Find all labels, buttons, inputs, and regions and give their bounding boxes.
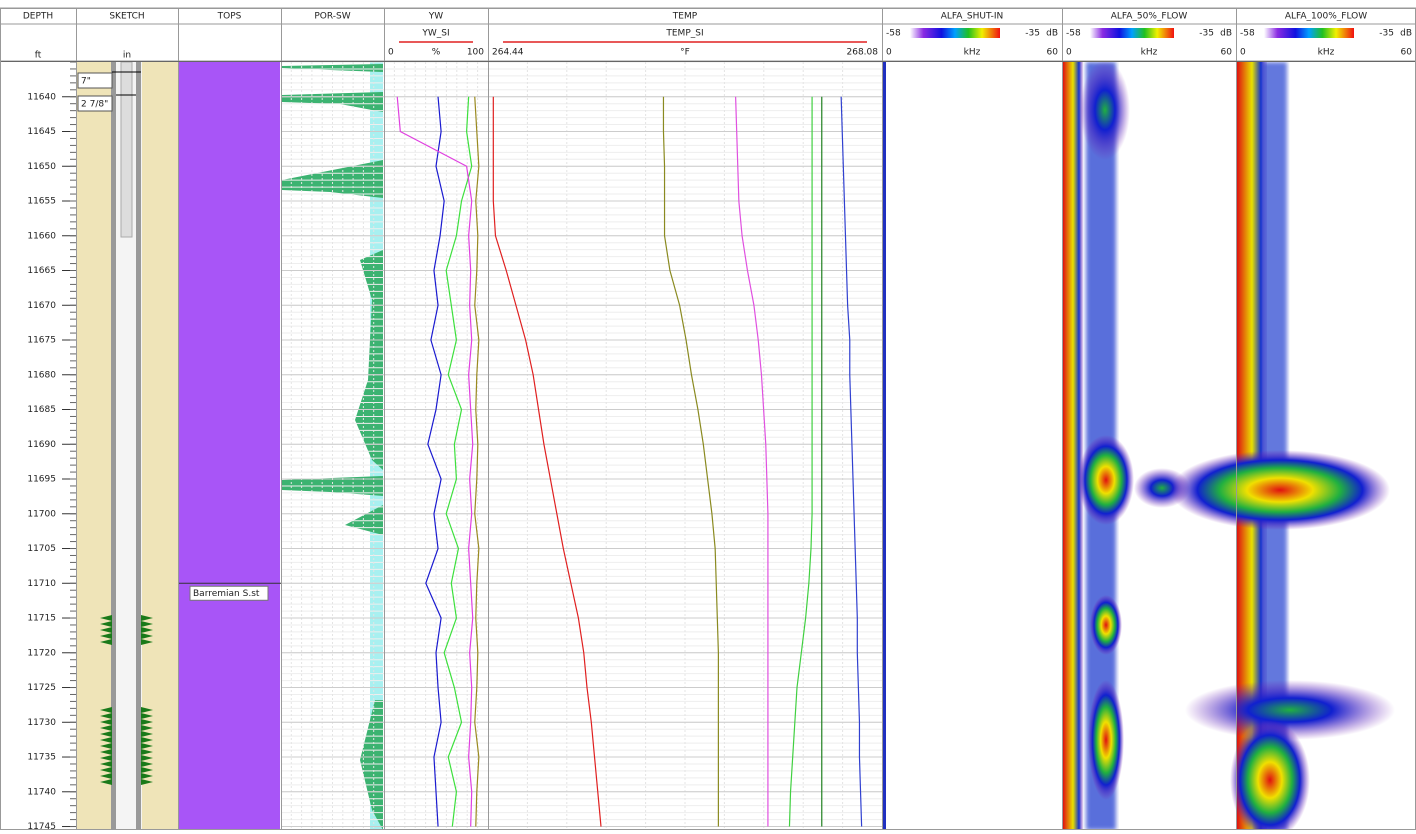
depth-label: 11715 [27,614,56,624]
curve [736,97,768,827]
scale-unit: kHz [1318,48,1335,58]
annotation: 2 7/8" [81,100,108,110]
depth-label: 11645 [27,127,56,137]
track-title: SKETCH [109,12,144,22]
scale-unit: kHz [964,48,981,58]
scale-unit: kHz [1141,48,1158,58]
track-title: ALFA_100%_FLOW [1285,12,1367,22]
scale-max: 60 [1401,48,1413,58]
top-label: Barremian S.st [193,589,260,599]
track-title: ALFA_SHUT-IN [941,12,1004,22]
depth-label: 11675 [27,336,56,346]
spectrum-spot [1078,435,1134,525]
depth-label: 11705 [27,544,56,554]
colorbar-unit: dB [1046,29,1058,39]
curve [426,97,444,827]
scale-max: 100 [467,48,484,58]
track-title: TEMP [672,12,698,22]
curve [841,97,861,827]
depth-label: 11740 [27,787,56,797]
colorbar [1090,28,1174,38]
spectrum-spot [1080,60,1130,160]
depth-label: 11695 [27,475,56,485]
spectrum-edge [883,62,886,830]
colorbar-max: -35 [1199,29,1214,39]
colorbar [1264,28,1354,38]
depth-label: 11665 [27,266,56,276]
scale-min: 0 [1066,48,1072,58]
scale-max: 60 [1221,48,1233,58]
curve [789,97,812,827]
spectrum-spot [1090,595,1122,655]
por-fill [345,505,383,535]
tubing [121,62,132,237]
curve [475,97,479,827]
colorbar-unit: dB [1220,29,1232,39]
colorbar-max: -35 [1379,29,1394,39]
depth-label: 11725 [27,683,56,693]
curve-name: TEMP_SI [665,29,703,39]
track-unit: ft [35,51,42,61]
scale-max: 60 [1047,48,1059,58]
track-title: TOPS [217,12,242,22]
track-unit: in [123,51,131,61]
scale-max: 268.08 [847,48,879,58]
depth-label: 11720 [27,648,56,658]
depth-label: 11670 [27,301,56,311]
track-title: POR-SW [314,12,350,22]
scale-min: 0 [886,48,892,58]
colorbar-min: -58 [1240,29,1255,39]
depth-label: 11660 [27,231,56,241]
curve [493,97,601,827]
depth-label: 11700 [27,509,56,519]
scale-unit: % [432,48,441,58]
track-title: YW [428,12,443,22]
well-log: DEPTH ft SKETCH in TOPS POR-SW YW YW_SI 0 100% TEM… [0,0,1416,830]
depth-label: 11655 [27,197,56,207]
scale-unit: °F [680,48,690,58]
colorbar-min: -58 [886,29,901,39]
depth-label: 11735 [27,753,56,763]
colorbar-unit: dB [1400,29,1412,39]
depth-label: 11690 [27,440,56,450]
colorbar-max: -35 [1025,29,1040,39]
track-title: ALFA_50%_FLOW [1111,12,1188,22]
depth-label: 11685 [27,405,56,415]
spectrum-band [1063,62,1083,830]
scale-min: 0 [388,48,394,58]
depth-label: 11640 [27,92,56,102]
tops-fill [179,62,280,830]
scale-min: 264.44 [492,48,524,58]
depth-label: 11650 [27,162,56,172]
colorbar-min: -58 [1066,29,1081,39]
colorbar [910,28,1000,38]
depth-label: 11745 [27,822,56,830]
scale-min: 0 [1240,48,1246,58]
curve-name: YW_SI [421,29,449,39]
spectrum-spot [1170,450,1390,530]
depth-label: 11680 [27,370,56,380]
track-title: DEPTH [23,12,53,22]
depth-label: 11710 [27,579,56,589]
depth-label: 11730 [27,718,56,728]
casing-wall [136,62,141,830]
curve [663,97,718,827]
annotation: 7" [81,77,91,87]
spectrum-spot [1088,680,1124,800]
